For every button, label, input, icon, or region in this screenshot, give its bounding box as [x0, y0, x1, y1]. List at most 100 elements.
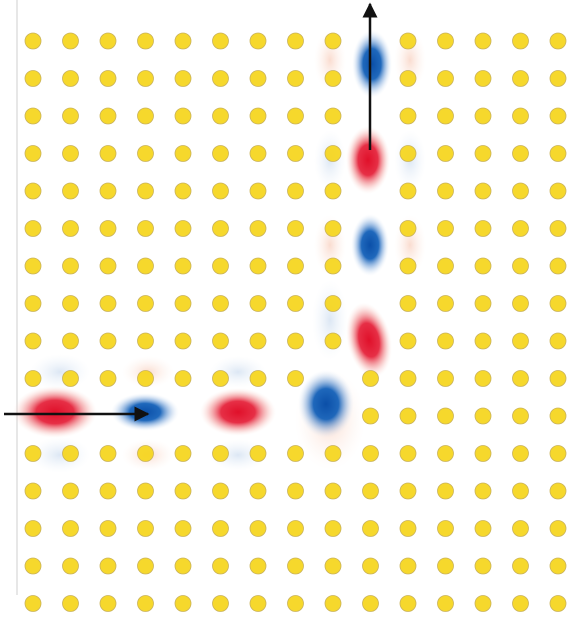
rod [550, 108, 566, 124]
rod [250, 258, 266, 274]
rod [550, 596, 566, 612]
rod [175, 296, 191, 312]
rod [475, 183, 491, 199]
rod [475, 446, 491, 462]
rod [438, 596, 454, 612]
rod [400, 483, 416, 499]
rod [363, 371, 379, 387]
rod [438, 521, 454, 537]
rod [63, 558, 79, 574]
rod [100, 483, 116, 499]
rod [438, 258, 454, 274]
rod [250, 108, 266, 124]
blue-lobe [351, 214, 389, 276]
rod [213, 521, 229, 537]
rod [25, 146, 41, 162]
rod [513, 33, 529, 49]
rod [400, 33, 416, 49]
rod [175, 521, 191, 537]
rod [288, 446, 304, 462]
rod [213, 71, 229, 87]
rod [138, 258, 154, 274]
rod [63, 521, 79, 537]
rod [513, 521, 529, 537]
rod [175, 258, 191, 274]
rod [400, 183, 416, 199]
rod [138, 221, 154, 237]
rod [325, 258, 341, 274]
rod [63, 108, 79, 124]
rod [400, 71, 416, 87]
rod [363, 521, 379, 537]
rod [325, 71, 341, 87]
rod [550, 333, 566, 349]
rod [25, 221, 41, 237]
rod [475, 258, 491, 274]
rod [438, 333, 454, 349]
rod [438, 71, 454, 87]
rod [475, 483, 491, 499]
rod [400, 558, 416, 574]
rod [513, 371, 529, 387]
rod [100, 296, 116, 312]
blue-lobe [352, 30, 392, 98]
rod [175, 108, 191, 124]
rod [63, 483, 79, 499]
rod [138, 333, 154, 349]
rod [175, 446, 191, 462]
rod [138, 71, 154, 87]
rod [138, 296, 154, 312]
rod [138, 146, 154, 162]
rod [438, 33, 454, 49]
rod [25, 333, 41, 349]
rod [513, 258, 529, 274]
rod-lattice [25, 33, 566, 612]
rod [288, 71, 304, 87]
rod [550, 258, 566, 274]
rod [175, 483, 191, 499]
rod [288, 146, 304, 162]
rod [513, 108, 529, 124]
rod [175, 596, 191, 612]
rod [475, 221, 491, 237]
rod [400, 446, 416, 462]
rod [325, 33, 341, 49]
rod [438, 296, 454, 312]
rod [550, 296, 566, 312]
rod [288, 33, 304, 49]
rod [438, 371, 454, 387]
rod [363, 446, 379, 462]
rod [100, 221, 116, 237]
rod [550, 71, 566, 87]
rod [100, 371, 116, 387]
red-lobe [340, 298, 399, 381]
rod [25, 108, 41, 124]
rod [400, 296, 416, 312]
rod [550, 408, 566, 424]
rod [475, 33, 491, 49]
rod [25, 71, 41, 87]
rod [63, 596, 79, 612]
rod [438, 146, 454, 162]
rod [475, 296, 491, 312]
rod [325, 483, 341, 499]
rod [363, 408, 379, 424]
rod [250, 333, 266, 349]
rod [288, 371, 304, 387]
rod [138, 521, 154, 537]
rod [550, 371, 566, 387]
rod [63, 258, 79, 274]
rod [550, 183, 566, 199]
rod [25, 296, 41, 312]
rod [250, 558, 266, 574]
rod [213, 371, 229, 387]
rod [250, 483, 266, 499]
rod [250, 146, 266, 162]
rod [550, 558, 566, 574]
rod [288, 558, 304, 574]
rod [475, 71, 491, 87]
rod [325, 446, 341, 462]
rod [438, 483, 454, 499]
rod [100, 183, 116, 199]
rod [175, 71, 191, 87]
